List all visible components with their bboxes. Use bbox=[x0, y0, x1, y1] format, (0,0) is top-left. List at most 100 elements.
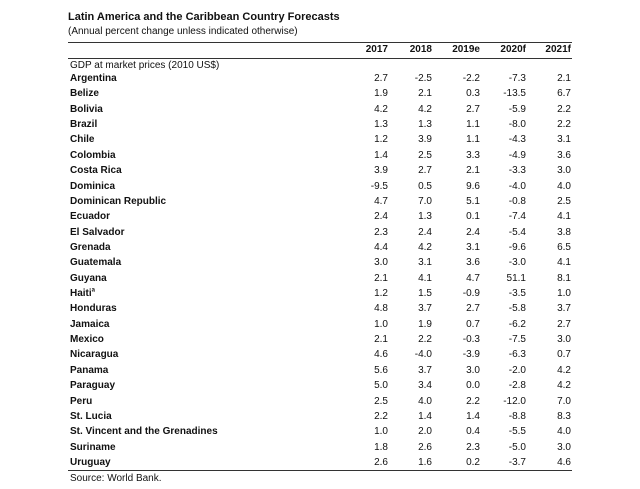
cell: -0.8 bbox=[508, 195, 526, 207]
cell: 2.6 bbox=[374, 457, 388, 468]
row-label: Costa Rica bbox=[70, 165, 122, 177]
cell: 2.1 bbox=[418, 88, 432, 100]
cell: 4.1 bbox=[418, 272, 432, 284]
cell: 7.0 bbox=[557, 395, 571, 407]
cell: -6.3 bbox=[508, 349, 526, 361]
cell: 0.4 bbox=[466, 426, 480, 438]
cell: -8.8 bbox=[508, 410, 526, 422]
cell: 1.8 bbox=[374, 441, 388, 453]
row-label: Peru bbox=[70, 395, 93, 407]
cell: 2.2 bbox=[557, 119, 571, 131]
cell: -2.0 bbox=[508, 364, 526, 376]
cell: 1.3 bbox=[374, 119, 388, 131]
column-header: 2020f bbox=[500, 44, 526, 55]
cell: 2.3 bbox=[374, 226, 388, 238]
row-label: Ecuador bbox=[70, 211, 111, 223]
row-label: Mexico bbox=[70, 334, 104, 346]
cell: 2.6 bbox=[418, 441, 432, 453]
cell: -6.2 bbox=[508, 318, 526, 330]
cell: 3.4 bbox=[418, 380, 432, 392]
row-label: St. Lucia bbox=[70, 410, 112, 422]
cell: 2.4 bbox=[418, 226, 432, 238]
cell: -5.4 bbox=[508, 226, 526, 238]
cell: -2.5 bbox=[414, 73, 432, 84]
cell: 1.9 bbox=[374, 88, 388, 100]
rule bbox=[68, 42, 572, 43]
cell: 3.1 bbox=[418, 257, 432, 269]
cell: 4.6 bbox=[374, 349, 388, 361]
cell: 1.3 bbox=[418, 119, 432, 131]
cell: -12.0 bbox=[503, 395, 526, 407]
cell: -2.2 bbox=[462, 73, 480, 84]
cell: 1.2 bbox=[374, 288, 388, 300]
row-label: Paraguay bbox=[70, 380, 116, 392]
cell: 3.3 bbox=[466, 149, 480, 161]
cell: -5.5 bbox=[508, 426, 526, 438]
cell: 4.7 bbox=[374, 195, 388, 207]
cell: -3.3 bbox=[508, 165, 526, 177]
cell: 1.2 bbox=[374, 134, 388, 146]
cell: 2.2 bbox=[557, 103, 571, 115]
cell: 4.0 bbox=[418, 395, 432, 407]
cell: -5.8 bbox=[508, 303, 526, 315]
cell: -4.0 bbox=[508, 180, 526, 192]
cell: 3.7 bbox=[418, 364, 432, 376]
cell: -7.4 bbox=[508, 211, 526, 223]
cell: -0.9 bbox=[462, 288, 480, 300]
cell: 2.1 bbox=[466, 165, 480, 177]
cell: -3.5 bbox=[508, 288, 526, 300]
cell: -3.0 bbox=[508, 257, 526, 269]
column-header: 2017 bbox=[365, 44, 388, 55]
cell: 2.2 bbox=[418, 334, 432, 346]
cell: -7.3 bbox=[508, 73, 526, 84]
cell: 2.1 bbox=[374, 272, 388, 284]
cell: 4.2 bbox=[557, 380, 571, 392]
row-label: Dominican Republic bbox=[70, 195, 167, 207]
row-label: Guyana bbox=[70, 272, 107, 284]
title: Latin America and the Caribbean Country … bbox=[68, 11, 340, 23]
cell: 1.1 bbox=[466, 119, 480, 131]
cell: 2.7 bbox=[466, 303, 480, 315]
cell: 1.9 bbox=[418, 318, 432, 330]
row-label: Argentina bbox=[70, 73, 117, 84]
row-label: El Salvador bbox=[70, 226, 125, 238]
cell: 3.0 bbox=[557, 165, 571, 177]
cell: 2.7 bbox=[466, 103, 480, 115]
cell: 2.5 bbox=[374, 395, 388, 407]
row-label: St. Vincent and the Grenadines bbox=[70, 426, 218, 438]
cell: 4.0 bbox=[557, 426, 571, 438]
cell: -7.5 bbox=[508, 334, 526, 346]
cell: 3.0 bbox=[466, 364, 480, 376]
cell: 0.5 bbox=[418, 180, 432, 192]
cell: 4.2 bbox=[374, 103, 388, 115]
cell: 1.1 bbox=[466, 134, 480, 146]
row-label: Chile bbox=[70, 134, 95, 146]
cell: 1.6 bbox=[418, 457, 432, 468]
cell: -4.9 bbox=[508, 149, 526, 161]
rule bbox=[68, 470, 572, 471]
row-label: Nicaragua bbox=[70, 349, 119, 361]
cell: 0.7 bbox=[466, 318, 480, 330]
cell: 1.4 bbox=[418, 410, 432, 422]
cell: -9.5 bbox=[370, 180, 388, 192]
cell: 1.5 bbox=[418, 288, 432, 300]
cell: 9.6 bbox=[466, 180, 480, 192]
cell: 3.0 bbox=[557, 334, 571, 346]
cell: 2.7 bbox=[418, 165, 432, 177]
cell: 2.2 bbox=[374, 410, 388, 422]
cell: -2.8 bbox=[508, 380, 526, 392]
row-label: Honduras bbox=[70, 303, 117, 315]
cell: 3.1 bbox=[466, 241, 480, 253]
cell: 3.9 bbox=[418, 134, 432, 146]
cell: -3.7 bbox=[508, 457, 526, 468]
cell: 3.9 bbox=[374, 165, 388, 177]
row-label: Uruguay bbox=[70, 457, 111, 468]
cell: 7.0 bbox=[418, 195, 432, 207]
cell: -4.3 bbox=[508, 134, 526, 146]
cell: 1.4 bbox=[466, 410, 480, 422]
row-label: Haitia bbox=[70, 287, 96, 300]
rule bbox=[68, 58, 572, 59]
cell: 1.0 bbox=[374, 426, 388, 438]
cell: 8.1 bbox=[557, 272, 571, 284]
section-label: GDP at market prices (2010 US$) bbox=[70, 60, 220, 71]
